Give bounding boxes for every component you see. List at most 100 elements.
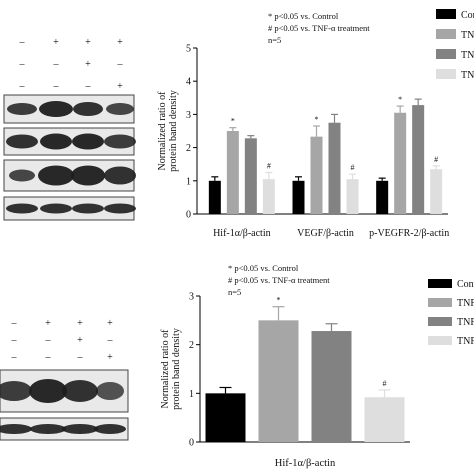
y-tick-label: 4 [186, 77, 191, 88]
legend-label: Contr [457, 279, 474, 290]
top-blot-band [40, 133, 72, 150]
legend-swatch [428, 279, 452, 288]
bottom-note-1: * p<0.05 vs. Control [228, 263, 299, 273]
y-tick-label: 5 [186, 44, 191, 55]
y-tick-label: 0 [186, 210, 191, 221]
top-sign: – [117, 59, 124, 70]
legend-swatch [436, 29, 456, 39]
legend-label: TNF [461, 70, 474, 81]
bar [205, 393, 246, 442]
top-sign: + [85, 59, 91, 70]
top-stats-notes: * p<0.05 vs. Control # p<0.05 vs. TNF-α … [268, 11, 370, 45]
bottom-note-3: n=5 [228, 287, 241, 297]
significance-mark: # [434, 155, 438, 164]
legend-swatch [436, 49, 456, 59]
top-sign: – [53, 59, 60, 70]
bottom-bar-chart: 0 1 2 3 Normalized ratio of protein band dens… [160, 279, 474, 469]
top-blot-band [6, 203, 38, 214]
legend-label: Contro [461, 10, 474, 21]
bottom-sign: + [77, 335, 83, 346]
bottom-blot-band [0, 424, 32, 434]
bottom-blot-band [0, 381, 32, 401]
top-sign: – [85, 81, 92, 92]
top-sign: – [19, 59, 26, 70]
bottom-blot-band [94, 424, 126, 434]
top-bar-chart: 0 1 2 3 4 5 Normalized ratio of protein band de… [157, 9, 474, 239]
significance-mark: # [267, 162, 271, 171]
significance-mark: # [351, 163, 355, 172]
bottom-sign: + [107, 352, 113, 363]
y-axis-label: Normalized ratio of [157, 91, 168, 171]
top-sign: + [53, 37, 59, 48]
bar [311, 331, 352, 442]
top-note-1: * p<0.05 vs. Control [268, 11, 339, 21]
bar [376, 180, 389, 214]
significance-mark: # [383, 379, 387, 388]
bottom-sign: – [45, 352, 52, 363]
bar [328, 122, 341, 214]
y-tick-label: 3 [189, 292, 194, 303]
category-label: Hif-1α/β-actin [213, 228, 271, 239]
bar [310, 136, 323, 214]
legend-label: TNF [461, 30, 474, 41]
top-sign: – [53, 81, 60, 92]
bottom-sign: + [107, 318, 113, 329]
top-blot-band [71, 165, 105, 186]
top-blot-panel: – + + + – – + – – – – + [3, 37, 136, 221]
legend-label: TNF [457, 336, 474, 347]
top-blot-band [39, 101, 73, 117]
category-label: p-VEGFR-2/β-actin [369, 228, 449, 239]
bar [208, 180, 221, 214]
y-tick-label: 2 [186, 143, 191, 154]
top-blot-band [38, 165, 74, 186]
bottom-stats-notes: * p<0.05 vs. Control # p<0.05 vs. TNF-α … [228, 263, 330, 297]
bar [430, 169, 443, 214]
legend-label: TNF [457, 298, 474, 309]
legend-swatch [436, 69, 456, 79]
significance-mark: * [315, 115, 319, 124]
y-axis-label: protein band density [171, 328, 182, 410]
top-blot-band [73, 102, 103, 116]
bar [244, 138, 257, 214]
bar [346, 179, 359, 214]
category-label: Hif-1α/β-actin [275, 458, 336, 469]
bottom-sign: + [77, 318, 83, 329]
bar [262, 179, 275, 214]
bar [364, 397, 405, 442]
y-tick-label: 2 [189, 340, 194, 351]
legend-label: TNF [461, 50, 474, 61]
y-axis-label: protein band density [168, 90, 179, 172]
y-tick-label: 1 [189, 389, 194, 400]
top-blot-strips [3, 94, 136, 221]
top-treatment-signs: – + + + – – + – – – – + [19, 37, 124, 92]
top-blot-band [106, 103, 134, 115]
bottom-blot-strips [0, 369, 129, 441]
bottom-blot-band [62, 380, 98, 402]
bottom-sign: – [11, 352, 18, 363]
legend-label: TNF [457, 317, 474, 328]
bottom-blot-band [30, 424, 66, 434]
bottom-treatment-signs: – + + + – – + – – – – + [11, 318, 114, 363]
bottom-note-2: # p<0.05 vs. TNF-α treatment [228, 275, 330, 285]
significance-mark: * [277, 296, 281, 305]
legend-swatch [428, 317, 452, 326]
y-tick-label: 3 [186, 110, 191, 121]
bottom-sign: – [45, 335, 52, 346]
bottom-blot-panel: – + + + – – + – – – – + [0, 318, 129, 441]
bar [292, 180, 305, 214]
top-blot-band [40, 203, 72, 214]
bottom-blot-band [29, 379, 67, 403]
top-sign: + [117, 81, 123, 92]
top-blot-band [7, 103, 37, 115]
y-tick-label: 0 [189, 438, 194, 449]
top-blot-band [104, 134, 136, 149]
bar [394, 112, 407, 214]
bottom-sign: – [77, 352, 84, 363]
significance-mark: * [398, 95, 402, 104]
top-sign: – [19, 37, 26, 48]
legend-swatch [428, 336, 452, 345]
top-note-3: n=5 [268, 35, 281, 45]
legend-swatch [436, 9, 456, 19]
top-sign: + [117, 37, 123, 48]
